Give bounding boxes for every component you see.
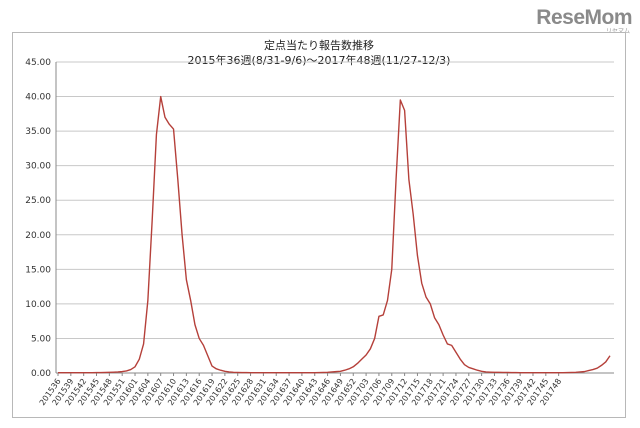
line-chart: 0.00 5.00 10.00 15.00 20.00 25.00 30.00 35.00 40… — [25, 58, 614, 407]
y-tick-label: 40.00 — [25, 93, 51, 103]
resemom-watermark: ReseMom リセマム — [536, 6, 632, 35]
chart-title: 定点当たり報告数推移 — [264, 39, 374, 52]
y-tick-label: 10.00 — [25, 300, 51, 310]
y-tick-label: 25.00 — [25, 196, 51, 206]
y-tick-label: 30.00 — [25, 162, 51, 172]
y-tick-label: 15.00 — [25, 265, 51, 275]
y-tick-label: 0.00 — [31, 369, 51, 379]
y-tick-label: 5.00 — [31, 334, 51, 344]
series-line — [58, 95, 611, 374]
watermark-brand: ReseMom — [536, 6, 632, 29]
y-tick-label: 20.00 — [25, 231, 51, 241]
y-tick-label: 35.00 — [25, 127, 51, 137]
y-tick-label: 45.00 — [25, 58, 51, 68]
chart-subtitle: 2015年36週(8/31-9/6)～2017年48週(11/27-12/3) — [187, 54, 451, 67]
